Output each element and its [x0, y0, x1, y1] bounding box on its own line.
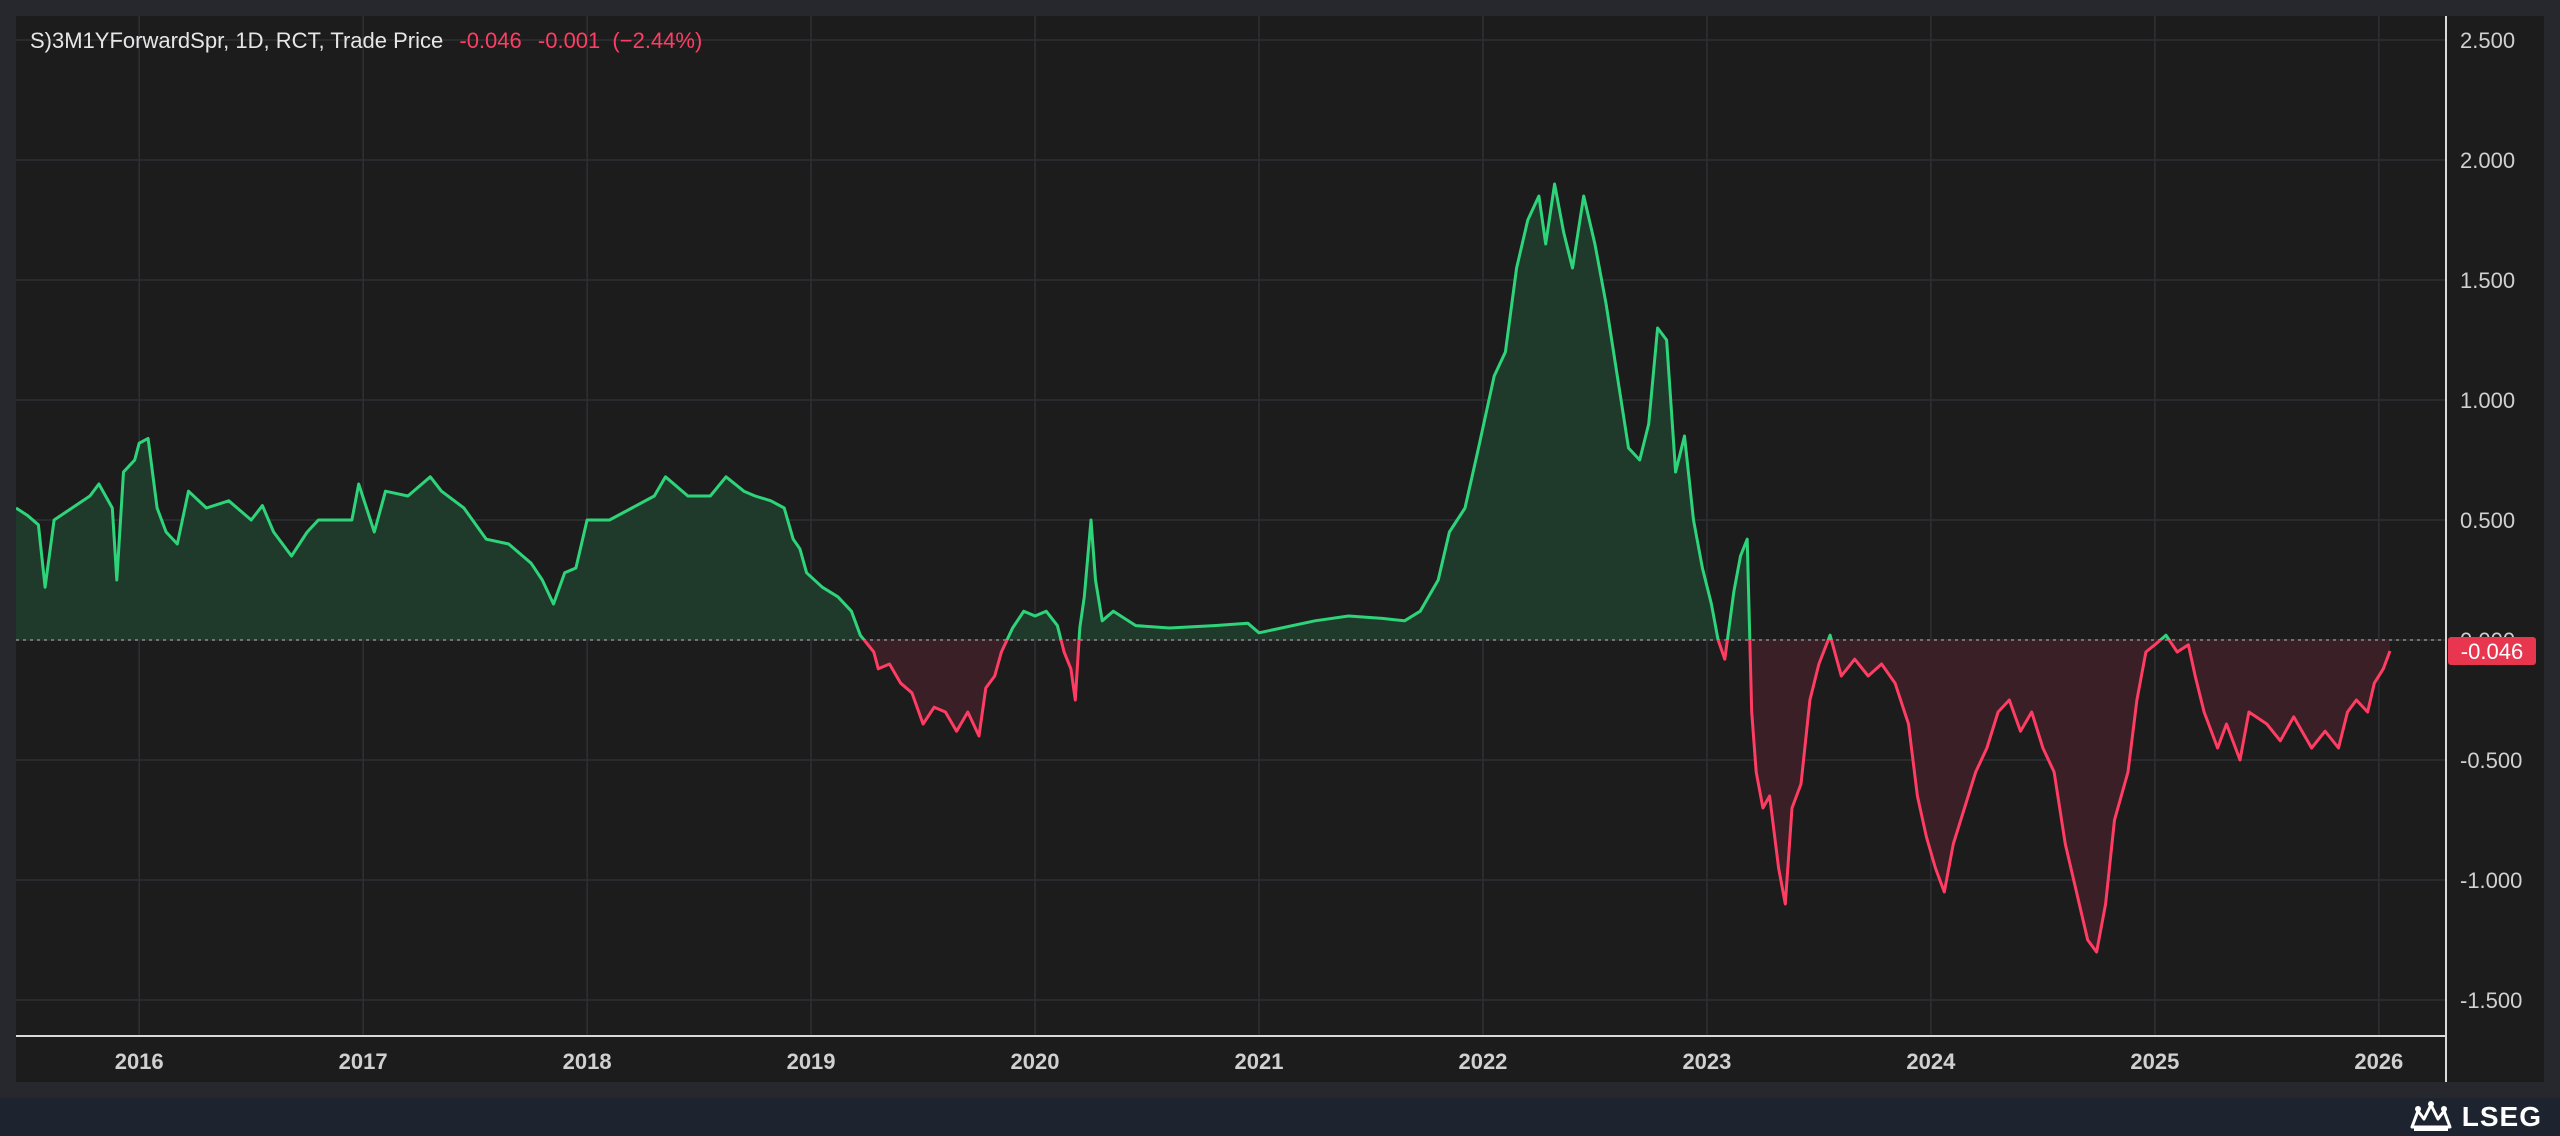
time-tick-label: 2016 — [115, 1049, 164, 1074]
time-tick-label: 2025 — [2130, 1049, 2179, 1074]
legend-last-value: -0.046 — [459, 28, 522, 53]
time-tick-label: 2020 — [1011, 1049, 1060, 1074]
series-line-positive — [16, 182, 2172, 640]
legend-symbol: S)3M1YForwardSpr, 1D, RCT, Trade Price — [30, 28, 444, 53]
price-axis-background — [2446, 16, 2544, 1082]
price-tick-label: 1.500 — [2460, 268, 2515, 293]
price-tick-label: -0.500 — [2460, 748, 2522, 773]
last-price-badge-bg — [2448, 637, 2536, 666]
price-tick-label: -1.500 — [2460, 988, 2522, 1013]
legend-change: -0.001 — [537, 28, 601, 53]
time-tick-label: 2017 — [339, 1049, 388, 1074]
time-tick-label: 2024 — [1906, 1049, 1956, 1074]
price-tick-label: 2.500 — [2460, 28, 2515, 53]
time-tick-label: 2021 — [1235, 1049, 1284, 1074]
series-legend: S)3M1YForwardSpr, 1D, RCT, Trade Price -… — [30, 28, 702, 54]
time-tick-label: 2018 — [563, 1049, 612, 1074]
time-axis-background — [16, 1036, 2446, 1082]
time-axis-labels: 2016 2017 2018 2019 2020 2021 2022 2023 2024 2025… — [115, 1049, 2404, 1074]
time-tick-label: 2022 — [1458, 1049, 1507, 1074]
last-price-badge-label: -0.046 — [2461, 639, 2523, 664]
negative-area — [16, 640, 2390, 952]
series-lines — [16, 182, 2392, 954]
price-tick-label: 1.000 — [2460, 388, 2515, 413]
price-tick-label: 0.500 — [2460, 508, 2515, 533]
time-tick-label: 2019 — [787, 1049, 836, 1074]
series-line-negative — [862, 640, 2392, 954]
legend-change-pct: (−2.44%) — [612, 28, 703, 53]
footer-bar — [0, 1098, 2560, 1136]
lseg-logo-icon — [2410, 1101, 2452, 1131]
area-fills — [16, 184, 2390, 952]
price-tick-label: -1.000 — [2460, 868, 2522, 893]
positive-area — [16, 184, 2390, 640]
price-tick-label: 2.000 — [2460, 148, 2515, 173]
brand: LSEG — [2408, 1100, 2542, 1134]
time-tick-label: 2026 — [2354, 1049, 2403, 1074]
time-tick-label: 2023 — [1682, 1049, 1731, 1074]
last-price-badge: -0.046 — [2448, 637, 2536, 666]
brand-name: LSEG — [2461, 1101, 2542, 1132]
